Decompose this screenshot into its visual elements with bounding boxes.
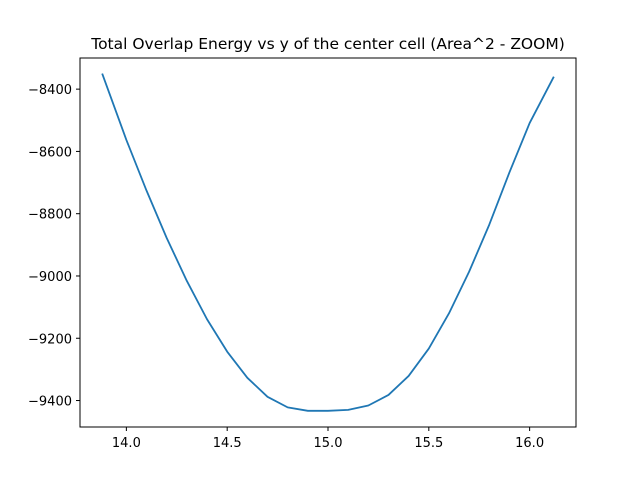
y-tick-label: −8400 xyxy=(28,83,72,98)
y-tick-label: −9000 xyxy=(28,270,72,285)
x-tick-label: 16.0 xyxy=(515,436,544,451)
plot-frame xyxy=(79,57,577,428)
x-tick-label: 14.0 xyxy=(112,436,141,451)
y-tick-label: −8600 xyxy=(28,145,72,160)
series-line-0 xyxy=(101,73,555,412)
y-tick-label: −9400 xyxy=(28,395,72,410)
x-tick-label: 15.0 xyxy=(314,436,343,451)
y-tick-label: −9200 xyxy=(28,332,72,347)
x-tick-label: 14.5 xyxy=(213,436,242,451)
chart-title: Total Overlap Energy vs y of the center … xyxy=(90,35,565,53)
x-tick-label: 15.5 xyxy=(414,436,443,451)
y-tick-label: −8800 xyxy=(28,208,72,223)
